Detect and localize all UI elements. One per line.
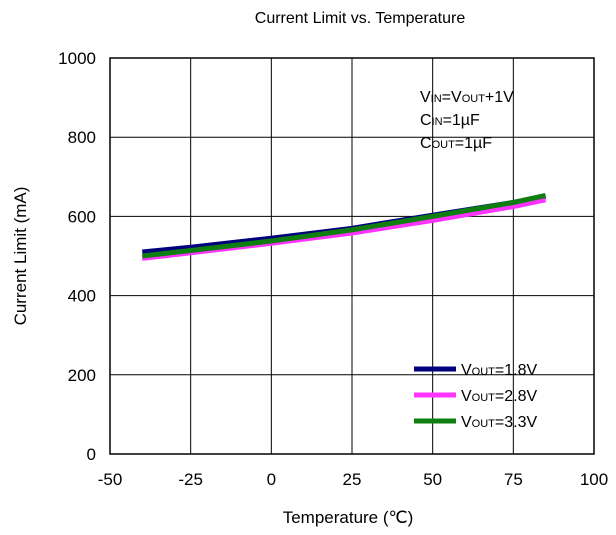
x-tick-label: 0 <box>267 470 276 489</box>
y-tick-label: 600 <box>68 207 96 226</box>
condition-line: COUT=1µF <box>420 135 492 152</box>
y-tick-labels: 0 200 400 600 800 1000 <box>58 49 96 464</box>
condition-line: VIN=VOUT+1V <box>420 89 514 106</box>
x-axis-label: Temperature (℃) <box>283 508 414 527</box>
x-tick-label: 100 <box>580 470 608 489</box>
condition-line: CIN=1µF <box>420 112 480 129</box>
x-tick-label: 50 <box>423 470 442 489</box>
plot-frame <box>109 57 595 455</box>
series-lines <box>142 192 547 261</box>
series-line <box>142 192 547 259</box>
chart-title: Current Limit vs. Temperature <box>255 10 466 27</box>
y-tick-label: 800 <box>68 128 96 147</box>
legend-label: VOUT=2.8V <box>461 388 537 405</box>
legend: VOUT=1.8V VOUT=2.8V VOUT=3.3V <box>414 362 537 431</box>
y-tick-label: 400 <box>68 287 96 306</box>
y-tick-label: 1000 <box>58 49 96 68</box>
x-tick-label: 25 <box>343 470 362 489</box>
x-tick-labels: -50 -25 0 25 50 75 100 <box>98 470 608 489</box>
test-conditions: VIN=VOUT+1V CIN=1µF COUT=1µF <box>420 89 514 152</box>
x-tick-label: 75 <box>504 470 523 489</box>
legend-label: VOUT=1.8V <box>461 362 537 379</box>
legend-label: VOUT=3.3V <box>461 414 537 431</box>
x-tick-label: -25 <box>178 470 203 489</box>
y-tick-label: 0 <box>87 445 96 464</box>
x-tick-label: -50 <box>98 470 123 489</box>
y-tick-label: 200 <box>68 366 96 385</box>
y-axis-label: Current Limit (mA) <box>11 187 30 326</box>
